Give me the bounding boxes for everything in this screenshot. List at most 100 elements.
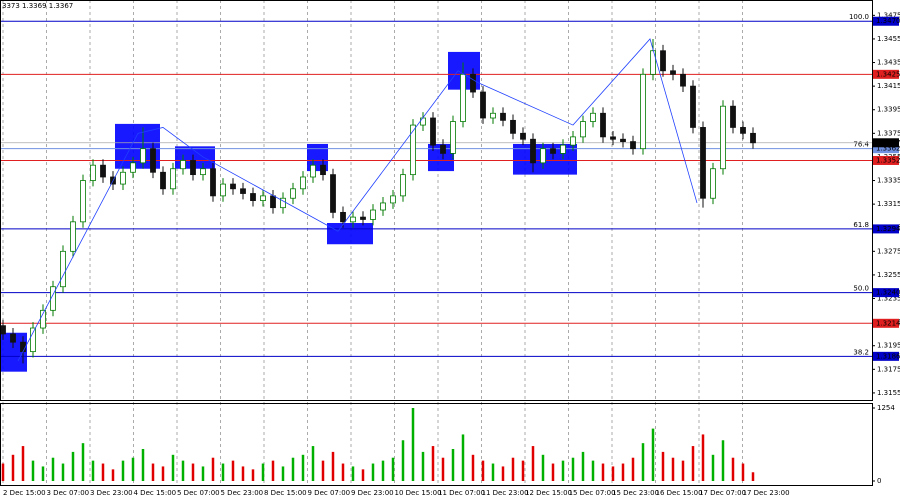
- volume-pane-frame: [0, 403, 873, 486]
- level-price-label: 1.3240: [876, 289, 900, 297]
- candle-body: [620, 138, 626, 142]
- candle-body: [450, 121, 456, 154]
- candle-body: [300, 176, 306, 190]
- x-tick-label: 12 Dec 15:00: [525, 489, 572, 497]
- fib-label: 76.4: [853, 141, 869, 149]
- candle-body: [50, 286, 56, 311]
- candle-body: [680, 73, 686, 87]
- candle-body: [460, 73, 466, 122]
- candle-body: [560, 144, 566, 154]
- candle-body: [550, 148, 556, 154]
- candle-body: [330, 174, 336, 213]
- candle-body: [230, 183, 236, 190]
- candle-body: [220, 183, 226, 197]
- candle-body: [260, 195, 266, 201]
- fib-label: 61.8: [853, 221, 869, 229]
- x-tick-label: 15 Dec 23:00: [612, 489, 659, 497]
- candle-body: [320, 164, 326, 176]
- candle-body: [360, 216, 366, 220]
- level-price-box: [873, 318, 899, 328]
- x-tick-label: 3 Dec 23:00: [90, 489, 133, 497]
- candle-body: [630, 141, 636, 150]
- level-price-box: [873, 69, 899, 79]
- x-tick-label: 2 Dec 15:00: [3, 489, 46, 497]
- candle-body: [310, 164, 316, 178]
- fib-label: 38.2: [853, 348, 869, 356]
- x-tick-label: 15 Dec 07:00: [569, 489, 616, 497]
- level-price-label: 1.3214: [876, 319, 900, 327]
- candle-body: [470, 73, 476, 93]
- candle-body: [740, 127, 746, 134]
- candle-body: [340, 211, 346, 223]
- candle-body: [410, 124, 416, 176]
- level-price-label: 1.3352: [876, 156, 900, 164]
- candle-body: [390, 195, 396, 204]
- fib-label: 50.0: [853, 285, 869, 293]
- x-tick-label: 11 Dec 07:00: [438, 489, 485, 497]
- x-tick-label: 5 Dec 23:00: [221, 489, 264, 497]
- candle-body: [510, 119, 516, 134]
- candle-body: [60, 250, 66, 288]
- candle-body: [580, 121, 586, 138]
- candle-body: [520, 132, 526, 140]
- candle-body: [280, 197, 286, 209]
- y-tick-label: 1.3455: [877, 35, 900, 43]
- candle-body: [250, 193, 256, 201]
- candle-body: [200, 168, 206, 176]
- y-tick-label: 1.3415: [877, 82, 900, 90]
- candle-body: [440, 144, 446, 154]
- fib-label: 100.0: [849, 13, 869, 21]
- candle-body: [490, 112, 496, 119]
- y-tick-label: 1.3255: [877, 271, 900, 279]
- level-price-box: [873, 351, 899, 361]
- candle-body: [750, 132, 756, 144]
- candle-body: [30, 327, 36, 353]
- x-tick-label: 10 Dec 15:00: [395, 489, 442, 497]
- level-price-label: 1.3294: [876, 225, 900, 233]
- level-price-label: 1.3186: [876, 352, 900, 360]
- candle-body: [80, 180, 86, 223]
- candle-body: [600, 112, 606, 138]
- candle-body: [400, 174, 406, 197]
- candle-body: [140, 148, 146, 164]
- level-price-box: [873, 155, 899, 165]
- level-price-label: 1.3425: [876, 70, 900, 78]
- x-tick-label: 11 Dec 23:00: [482, 489, 529, 497]
- x-tick-label: 8 Dec 15:00: [264, 489, 307, 497]
- current-price-box: [873, 138, 899, 148]
- candle-body: [100, 164, 106, 178]
- candle-body: [530, 138, 536, 164]
- candle-body: [150, 148, 156, 173]
- candle-body: [700, 127, 706, 199]
- y-tick-label: 1.3475: [877, 11, 900, 19]
- candle-body: [720, 105, 726, 170]
- candle-body: [10, 333, 16, 343]
- y-tick-label: 1.3195: [877, 342, 900, 350]
- volume-tick-label: 1254: [877, 404, 895, 412]
- level-price-box: [873, 288, 899, 298]
- candle-body: [160, 171, 166, 190]
- y-tick-label: 1.3435: [877, 59, 900, 67]
- candle-body: [730, 105, 736, 128]
- y-tick-label: 1.3335: [877, 177, 900, 185]
- candle-body: [540, 148, 546, 164]
- y-tick-label: 1.3155: [877, 389, 900, 397]
- candle-body: [0, 325, 6, 335]
- candle-body: [370, 209, 376, 220]
- x-tick-label: 17 Dec 23:00: [743, 489, 790, 497]
- candle-body: [180, 160, 186, 170]
- x-tick-label: 9 Dec 07:00: [308, 489, 351, 497]
- y-tick-label: 1.3275: [877, 247, 900, 255]
- volume-tick-label: 0: [877, 477, 881, 485]
- candle-body: [170, 168, 176, 190]
- candle-body: [120, 171, 126, 185]
- candle-body: [210, 168, 216, 197]
- x-tick-label: 3 Dec 07:00: [47, 489, 90, 497]
- level-price-label: 1.3362: [876, 145, 900, 153]
- current-price-label: 1.3367: [876, 139, 900, 147]
- level-price-label: 1.3470: [876, 17, 900, 25]
- y-tick-label: 1.3395: [877, 106, 900, 114]
- level-price-box: [873, 144, 899, 154]
